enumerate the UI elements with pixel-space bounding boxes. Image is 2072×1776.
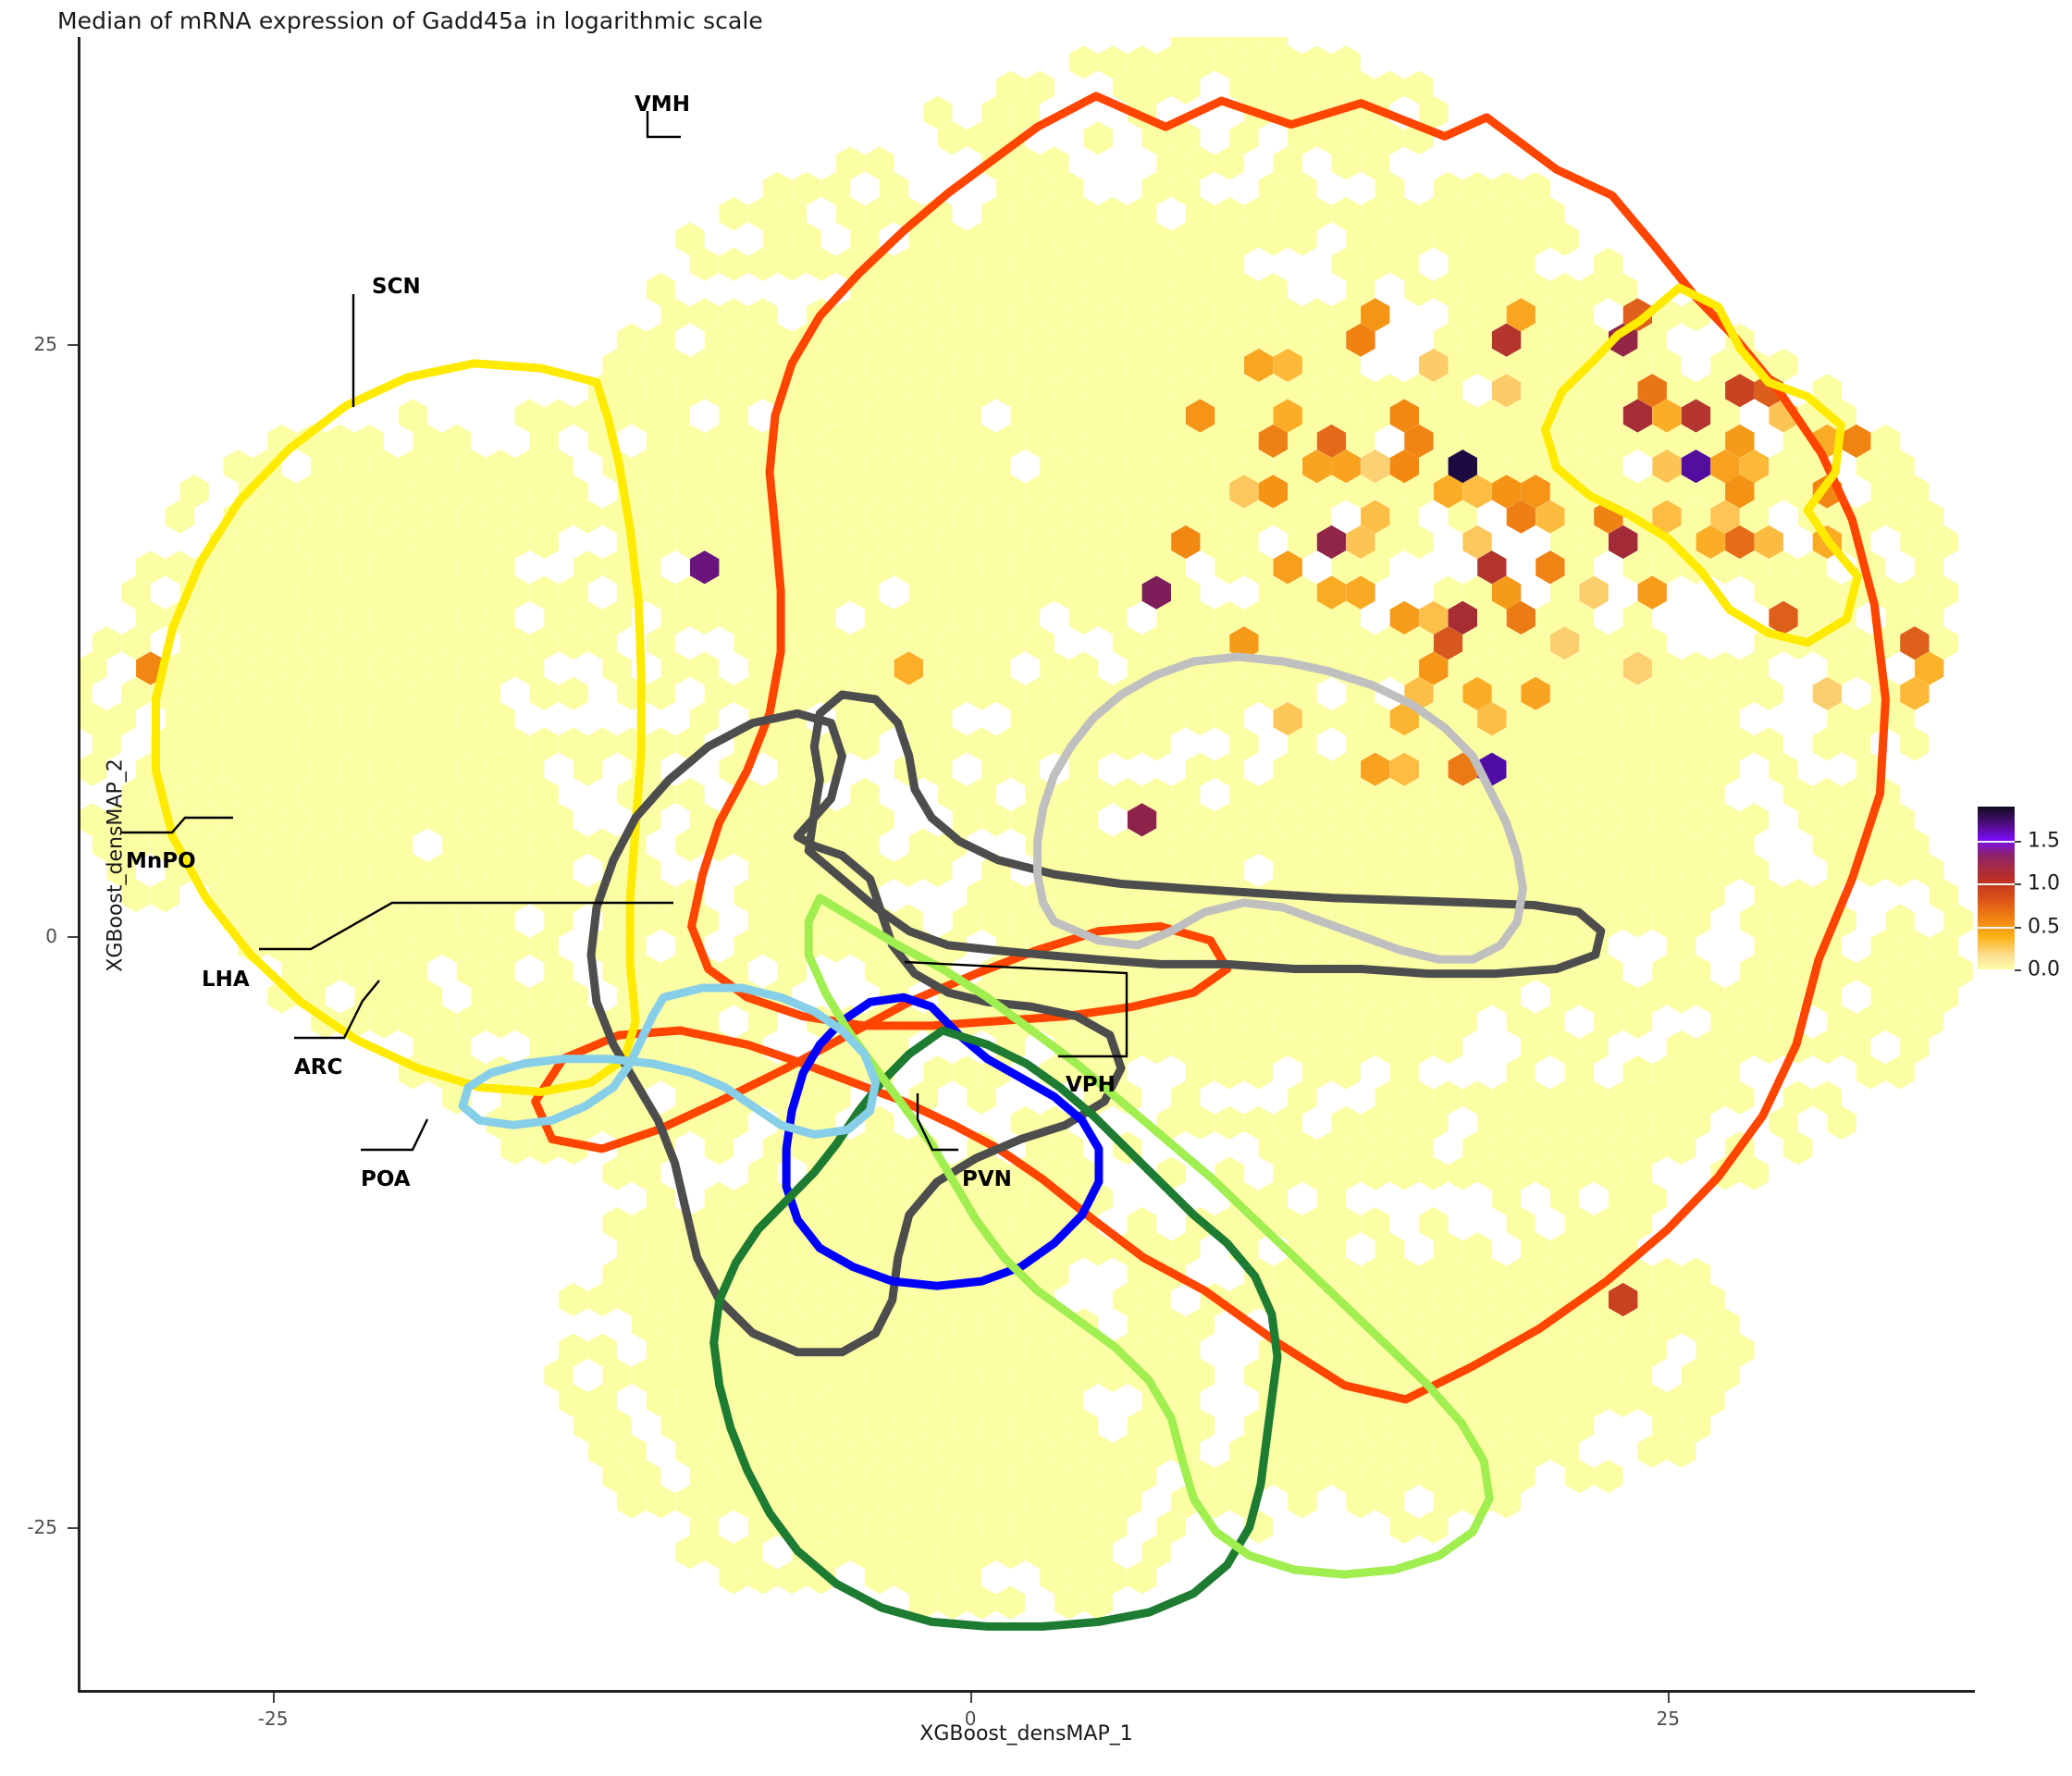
colorbar-tick-label: 0.5: [2028, 915, 2060, 939]
region-label-lha: LHA: [202, 968, 250, 992]
colorbar-tick-label: 0.0: [2028, 957, 2060, 981]
region-outline-mnpo: [458, 983, 881, 1139]
y-tick: [68, 935, 78, 938]
y-axis-spine: [78, 37, 80, 1693]
x-tick-label: 0: [964, 1708, 977, 1730]
region-label-mnpo: MnPO: [126, 849, 196, 873]
x-tick: [970, 1693, 973, 1703]
region-outline-scn: [1541, 283, 1862, 648]
colorbar-tick-mark: [2015, 841, 2021, 844]
axes-frame: -25 0 25 -25 0 25: [27, 37, 1975, 1730]
colorbar-tick-mark: [2015, 926, 2021, 929]
page-title: Median of mRNA expression of Gadd45a in …: [57, 7, 763, 34]
colorbar-tick-label: 1.0: [2028, 871, 2060, 895]
x-tick: [273, 1693, 276, 1703]
colorbar-tick: [1978, 841, 2015, 844]
x-tick-label: -25: [257, 1708, 289, 1730]
y-tick: [68, 344, 78, 347]
region-label-scn: SCN: [372, 275, 421, 299]
y-tick: [68, 1527, 78, 1529]
region-outline-arc: [782, 993, 1104, 1290]
region-outline-poa: [709, 1026, 1282, 1631]
x-tick: [1668, 1693, 1671, 1703]
colorbar-tick-mark: [2015, 969, 2021, 971]
region-outline-vmh: [531, 92, 1890, 1404]
y-tick-label: 0: [45, 924, 57, 947]
y-axis-label-text: XGBoost_densMAP_2: [104, 758, 128, 972]
region-outline-scn: [152, 359, 646, 1096]
x-axis-spine: [78, 1690, 1975, 1693]
colorbar-tick: [1978, 883, 2015, 886]
region-label-vph: VPH: [1066, 1073, 1116, 1097]
y-tick-label: 25: [33, 333, 57, 356]
hexbin-plot-area: [78, 37, 1975, 1693]
colorbar-tick-mark: [2015, 883, 2021, 886]
x-axis-label: XGBoost_densMAP_1: [919, 1722, 1133, 1745]
y-tick-label: -25: [27, 1516, 57, 1538]
x-tick-label: 25: [1656, 1708, 1680, 1730]
region-outline-lha: [804, 690, 1606, 979]
colorbar-tick: [1978, 926, 2015, 929]
region-outline-vph: [1033, 652, 1527, 964]
colorbar-tick-label: 1.5: [2028, 829, 2060, 853]
region-label-poa: POA: [361, 1167, 411, 1191]
region-label-pvn: PVN: [962, 1167, 1012, 1191]
colorbar-gradient: [1978, 807, 2015, 969]
region-label-vmh: VMH: [635, 92, 690, 117]
region-outlines: [152, 92, 1890, 1631]
region-label-arc: ARC: [294, 1055, 343, 1079]
